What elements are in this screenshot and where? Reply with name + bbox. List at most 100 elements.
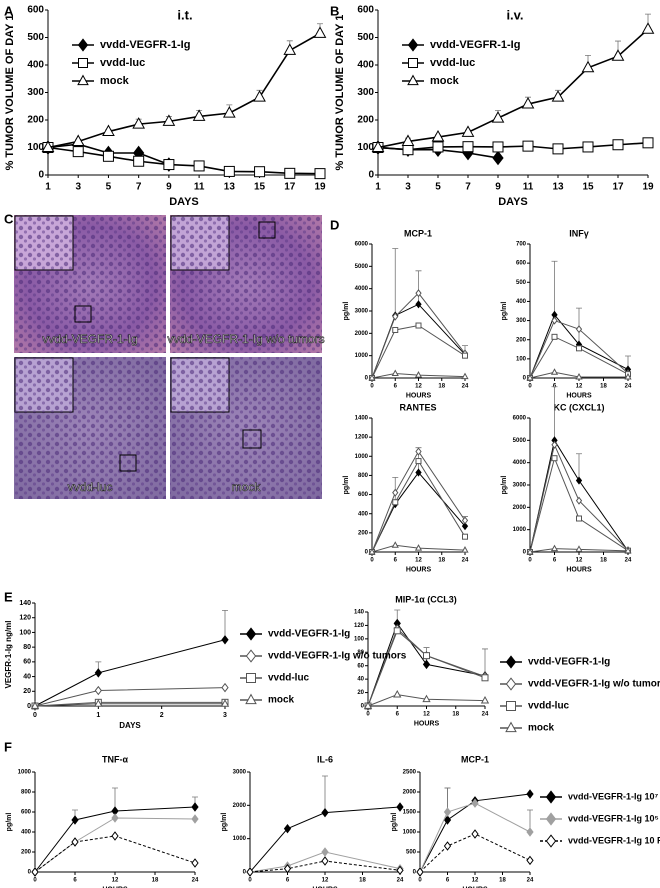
marker bbox=[132, 117, 146, 129]
marker bbox=[220, 699, 230, 707]
marker bbox=[391, 369, 399, 377]
x-tick-label: 6 bbox=[394, 384, 398, 390]
x-tick-label: 2 bbox=[160, 712, 164, 719]
x-tick-label: 12 bbox=[423, 712, 430, 718]
legend-marker bbox=[407, 74, 419, 86]
x-tick-label: 18 bbox=[600, 384, 607, 390]
x-tick-label: 24 bbox=[462, 558, 469, 564]
x-tick-label: 6 bbox=[394, 558, 398, 564]
marker bbox=[102, 124, 115, 137]
y-tick-label: 60 bbox=[23, 659, 31, 666]
legend-marker bbox=[505, 677, 517, 691]
marker bbox=[471, 829, 479, 839]
marker bbox=[401, 134, 415, 146]
y-tick-label: 4000 bbox=[355, 286, 369, 292]
x-tick-label: 3 bbox=[405, 182, 411, 193]
legend-label: vvdd-VEGFR-1-Ig bbox=[430, 39, 520, 51]
x-tick-label: 18 bbox=[152, 878, 159, 884]
series-line bbox=[529, 313, 629, 379]
marker bbox=[111, 831, 119, 841]
series-line bbox=[34, 817, 196, 873]
x-tick-label: 0 bbox=[33, 878, 37, 884]
x-tick-label: 18 bbox=[600, 558, 607, 564]
y-tick-label: 1500 bbox=[403, 810, 417, 816]
x-tick-label: 12 bbox=[415, 558, 422, 564]
y-tick-label: 2500 bbox=[403, 770, 417, 776]
chart: D MCP-1 0 1000 2000 3000 4000 5000 6000 0 6 12 18 24 H… bbox=[330, 217, 469, 399]
marker bbox=[94, 685, 102, 696]
marker bbox=[283, 43, 297, 55]
marker bbox=[552, 143, 564, 155]
legend-label: vvdd-VEGFR-1-Ig 10⁷ PFU bbox=[568, 791, 660, 801]
marker bbox=[461, 546, 469, 553]
marker bbox=[423, 652, 430, 660]
marker bbox=[393, 627, 401, 635]
x-axis-label: HOURS bbox=[406, 567, 432, 574]
marker bbox=[624, 546, 632, 554]
x-tick-label: 11 bbox=[194, 182, 205, 193]
marker bbox=[396, 865, 404, 876]
x-tick-label: 15 bbox=[582, 182, 594, 193]
y-axis-label: pg/ml bbox=[343, 302, 350, 321]
marker bbox=[191, 802, 199, 812]
x-tick-label: 12 bbox=[112, 878, 119, 884]
y-tick-label: 3000 bbox=[513, 483, 527, 489]
legend-label: vvdd-VEGFR-1-Ig 10 PFU bbox=[568, 835, 660, 845]
marker bbox=[94, 668, 102, 678]
y-tick-label: 100 bbox=[354, 636, 365, 642]
x-tick-label: 9 bbox=[166, 182, 172, 193]
marker bbox=[492, 141, 504, 153]
y-tick-label: 2000 bbox=[355, 331, 369, 337]
y-tick-label: 0 bbox=[523, 376, 527, 382]
x-tick-label: 11 bbox=[523, 182, 534, 193]
marker bbox=[462, 533, 468, 540]
legend-marker bbox=[545, 834, 557, 848]
legend-label: vvdd-VEGFR-1-Ig bbox=[100, 39, 190, 51]
chart-title: RANTES bbox=[399, 402, 436, 412]
micrograph: vvdd-luc bbox=[14, 357, 166, 499]
marker bbox=[641, 22, 655, 34]
y-tick-label: 500 bbox=[27, 32, 44, 43]
y-tick-label: 1400 bbox=[355, 416, 369, 422]
x-tick-label: 5 bbox=[435, 182, 441, 193]
legend-label: mock bbox=[528, 723, 555, 734]
y-tick-label: 140 bbox=[19, 600, 31, 607]
marker bbox=[551, 455, 558, 462]
y-tick-label: 0 bbox=[365, 550, 369, 556]
marker bbox=[191, 858, 199, 868]
y-tick-label: 120 bbox=[354, 623, 365, 629]
marker bbox=[443, 807, 452, 817]
marker bbox=[284, 167, 296, 179]
marker bbox=[521, 97, 535, 109]
marker bbox=[414, 371, 423, 378]
y-axis-label: pg/ml bbox=[221, 813, 228, 832]
x-tick-label: 12 bbox=[576, 384, 583, 390]
y-tick-label: 1000 bbox=[513, 527, 527, 533]
series-line bbox=[371, 373, 466, 379]
panel-letter: C bbox=[4, 211, 14, 226]
marker bbox=[162, 114, 176, 126]
error-bar bbox=[576, 453, 582, 481]
series-line bbox=[419, 793, 531, 873]
legend-label: vvdd-luc bbox=[100, 57, 145, 69]
y-tick-label: 140 bbox=[354, 610, 365, 616]
micrograph-label: mock bbox=[232, 480, 262, 494]
x-axis-label: DAYS bbox=[498, 196, 528, 208]
y-tick-label: 400 bbox=[516, 299, 527, 305]
series-line bbox=[47, 32, 321, 149]
x-tick-label: 3 bbox=[223, 712, 227, 719]
x-axis-label: HOURS bbox=[414, 721, 440, 728]
marker bbox=[461, 522, 469, 531]
y-tick-label: 1000 bbox=[403, 830, 417, 836]
x-tick-label: 19 bbox=[314, 182, 326, 193]
y-tick-label: 300 bbox=[516, 318, 527, 324]
legend-marker bbox=[506, 701, 516, 711]
marker bbox=[392, 312, 399, 321]
marker bbox=[551, 90, 565, 102]
y-tick-label: 200 bbox=[27, 115, 44, 126]
